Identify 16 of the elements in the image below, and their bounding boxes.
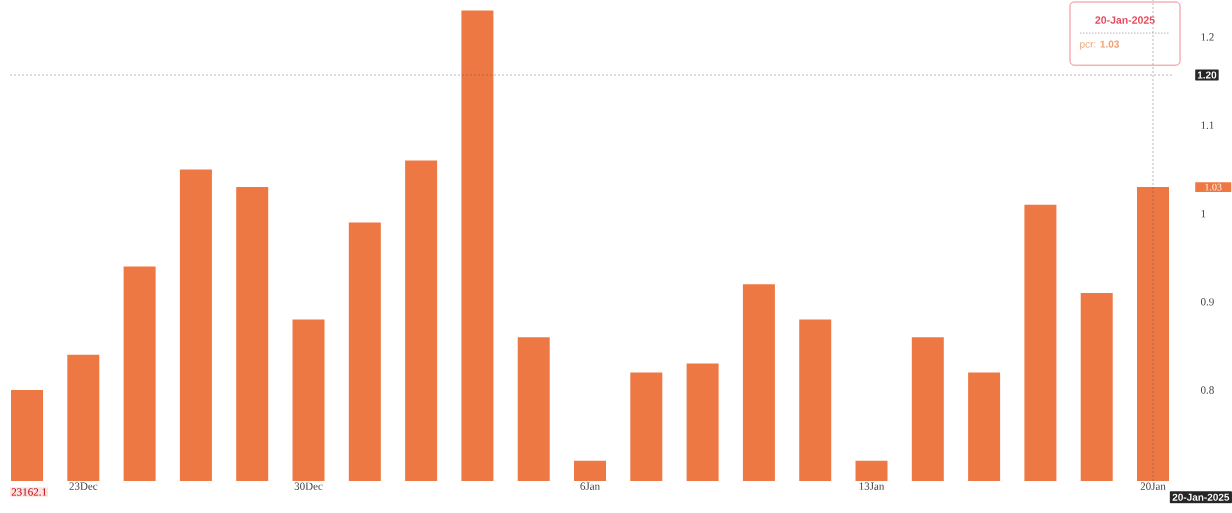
y-tick-label: 1.2 [1201, 33, 1214, 41]
y-tick-label: 0.9 [1200, 298, 1214, 306]
y-tick-label: 0.8 [1200, 386, 1214, 394]
x-tick-label: 23Dec [69, 482, 98, 490]
annotation: 20-Jan-2025 [1095, 16, 1155, 24]
ref-line-label: 20-Jan-2025 [1172, 493, 1230, 501]
text: 23162.1 [11, 488, 47, 496]
text: 1.20 [1197, 71, 1217, 79]
x-tick-label: 30Dec [294, 482, 323, 490]
x-tick-label: 6Jan [580, 482, 600, 490]
y-tick-label: 1.1 [1201, 121, 1214, 130]
y-tick-label: 1 [1201, 209, 1206, 218]
x-tick-label: 20Jan [1140, 482, 1166, 490]
text: 1.03 [1205, 183, 1222, 191]
annotation: pcr: 1.03 [1080, 40, 1120, 50]
x-tick-label: 13Jan [859, 482, 885, 490]
